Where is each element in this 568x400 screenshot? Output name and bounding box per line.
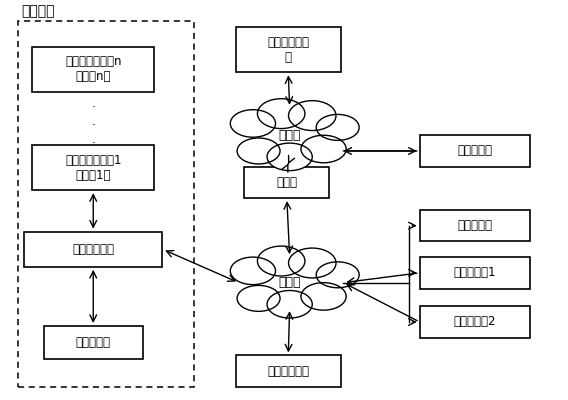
Ellipse shape [316,262,359,288]
Ellipse shape [237,138,280,164]
Text: 路由器: 路由器 [276,176,297,189]
Text: 本地服务器1: 本地服务器1 [453,266,496,279]
Ellipse shape [267,290,312,318]
Ellipse shape [257,246,305,276]
Text: 室内智能主机: 室内智能主机 [72,243,114,256]
Text: 因特网: 因特网 [278,129,301,142]
Text: 室内温度采集器1
（房间1）: 室内温度采集器1 （房间1） [65,154,122,182]
Ellipse shape [230,257,275,285]
Ellipse shape [289,101,336,130]
FancyBboxPatch shape [32,145,154,190]
Ellipse shape [237,286,280,311]
FancyBboxPatch shape [244,167,329,198]
Ellipse shape [301,283,346,310]
Ellipse shape [301,135,346,163]
Ellipse shape [316,114,359,140]
Text: 局域网: 局域网 [278,276,301,289]
Text: 室内设备: 室内设备 [21,4,55,18]
FancyBboxPatch shape [24,232,162,267]
Ellipse shape [289,248,336,278]
Text: 本地服务器2: 本地服务器2 [453,316,496,328]
Text: ·
·
·: · · · [91,101,95,150]
Text: 远程服务器: 远程服务器 [457,144,492,158]
Ellipse shape [230,110,275,137]
Ellipse shape [257,99,305,128]
FancyBboxPatch shape [420,257,530,288]
Ellipse shape [267,143,312,171]
FancyBboxPatch shape [236,355,341,387]
Text: 物业管理机: 物业管理机 [457,219,492,232]
FancyBboxPatch shape [236,27,341,72]
Text: 室内温度采集器n
（房间n）: 室内温度采集器n （房间n） [65,56,122,84]
Text: 采暖控制阀: 采暖控制阀 [76,336,111,349]
Text: 热力公司服务
器: 热力公司服务 器 [267,36,309,64]
Text: 室外智能主机: 室外智能主机 [267,364,309,378]
FancyBboxPatch shape [420,135,530,167]
FancyBboxPatch shape [32,47,154,92]
FancyBboxPatch shape [420,210,530,241]
FancyBboxPatch shape [44,326,143,359]
FancyBboxPatch shape [420,306,530,338]
